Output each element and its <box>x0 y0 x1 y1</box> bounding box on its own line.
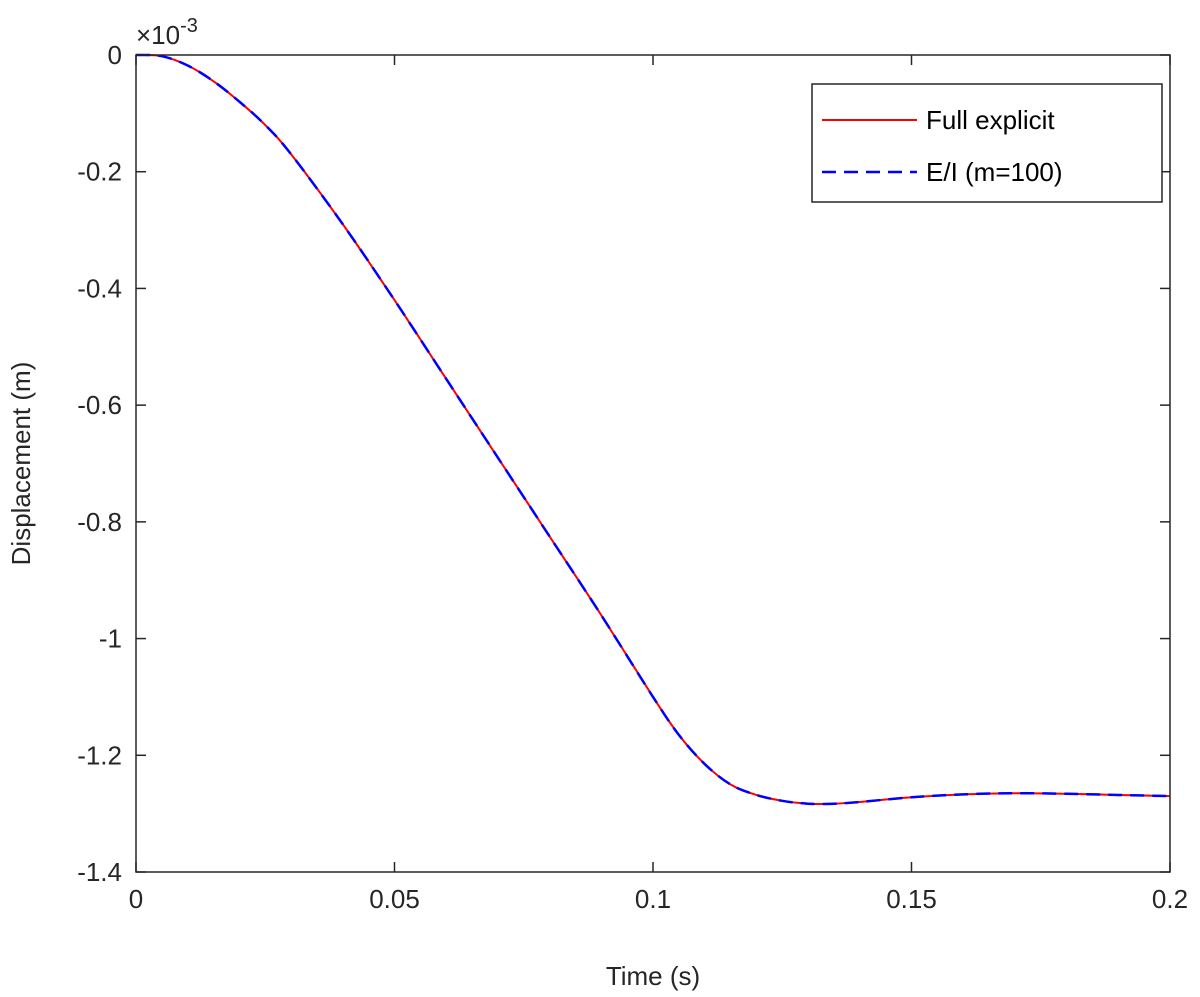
y-tick-label: -0.4 <box>77 273 122 303</box>
x-tick-label: 0.2 <box>1152 884 1188 914</box>
y-exponent-label: ×10-3 <box>136 15 198 50</box>
series-layer <box>135 53 1171 806</box>
legend-label-full-explicit: Full explicit <box>926 105 1055 135</box>
y-tick-label: -1.4 <box>77 857 122 887</box>
y-exponent-power: -3 <box>180 15 198 37</box>
y-exponent-prefix: ×10 <box>136 20 180 50</box>
y-tick-label: -0.2 <box>77 157 122 187</box>
y-tick-label: -1 <box>99 624 122 654</box>
series-line-ei-m100 <box>135 53 1171 806</box>
legend: Full explicit E/I (m=100) <box>811 83 1163 203</box>
x-tick-label: 0.05 <box>369 884 420 914</box>
y-axis-label: Displacement (m) <box>6 362 36 566</box>
y-tick-label: -0.8 <box>77 507 122 537</box>
legend-label-ei-m100: E/I (m=100) <box>926 157 1063 187</box>
x-axis-label: Time (s) <box>606 961 700 991</box>
x-tick-label: 0.1 <box>635 884 671 914</box>
x-tick-label: 0.15 <box>886 884 937 914</box>
x-tick-label: 0 <box>129 884 143 914</box>
axes-box <box>135 54 1171 873</box>
legend-box <box>811 83 1163 203</box>
y-tick-label: 0 <box>108 40 122 70</box>
y-tick-label: -0.6 <box>77 390 122 420</box>
y-tick-label: -1.2 <box>77 740 122 770</box>
